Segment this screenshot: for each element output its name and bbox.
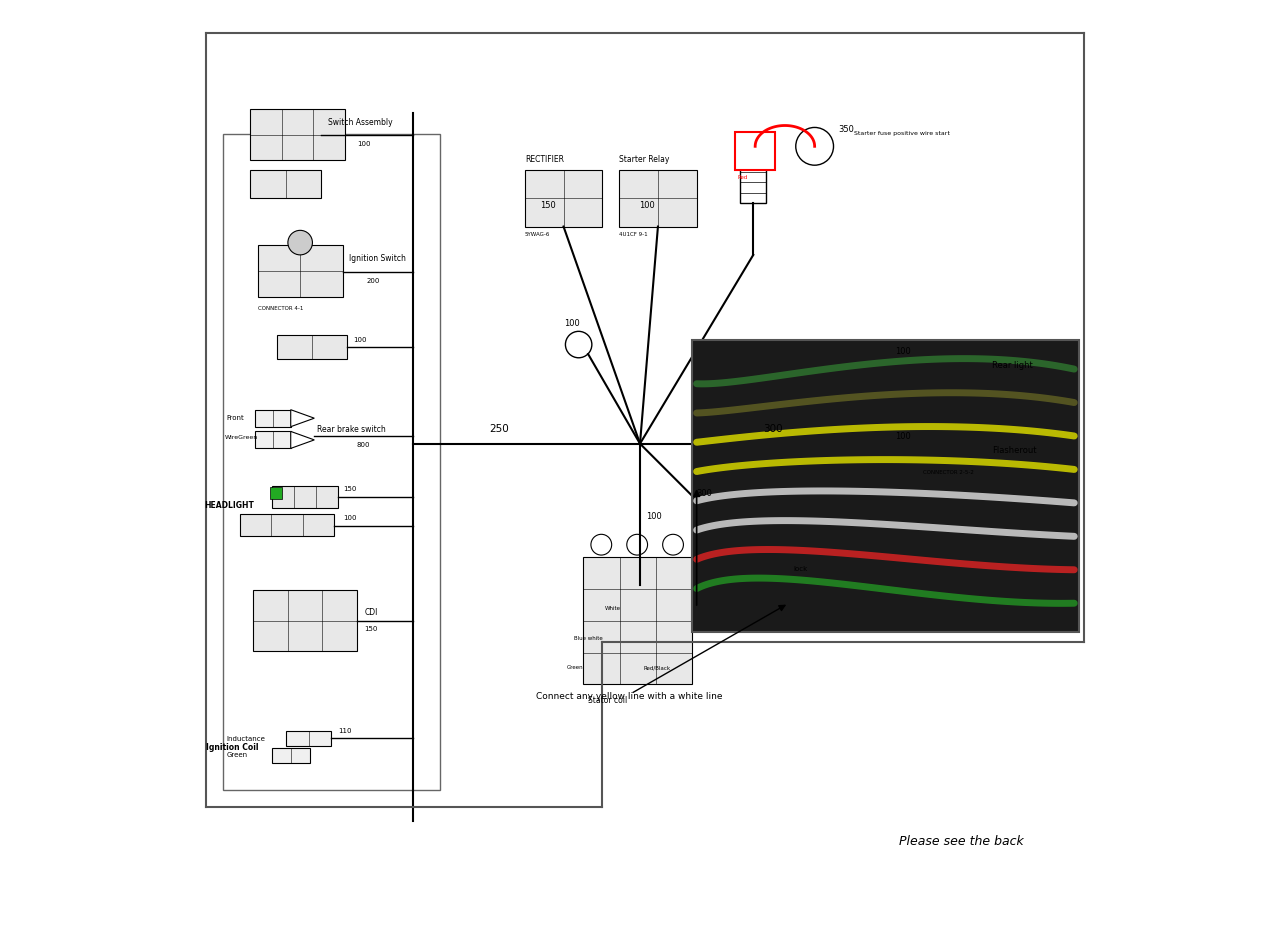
Bar [923,351,987,378]
Text: CDI: CDI [365,609,378,617]
Circle shape [566,331,591,358]
Bar [271,748,310,763]
Text: 150: 150 [343,486,357,492]
Text: Green: Green [227,752,247,758]
Text: Front: Front [227,415,244,421]
Text: Rear brake switch: Rear brake switch [317,426,385,434]
Text: 110: 110 [338,729,352,734]
Text: Stator coil: Stator coil [588,697,627,705]
Text: 350: 350 [838,126,854,134]
Text: 100: 100 [639,201,655,210]
Bar [270,487,282,499]
Text: lock: lock [792,566,808,572]
Text: RECTIFIER: RECTIFIER [525,156,563,164]
Text: 4U1CF 9-1: 4U1CF 9-1 [620,232,648,237]
Circle shape [663,534,684,555]
Bar [253,590,357,651]
Text: 100: 100 [895,347,910,356]
Text: Please see the back: Please see the back [899,834,1023,848]
Text: Ignition Coil: Ignition Coil [206,744,259,752]
Text: Ignition Switch: Ignition Switch [349,255,406,263]
Text: Rear light: Rear light [992,362,1033,370]
Bar [239,514,334,536]
Bar [584,557,692,684]
Text: HEADLIGHT: HEADLIGHT [204,501,253,510]
Text: White: White [605,606,621,612]
Text: WireGreen: WireGreen [225,435,257,440]
Bar [250,109,344,160]
Text: Flasherout: Flasherout [992,447,1037,455]
Bar [250,170,321,198]
Bar [255,431,291,448]
Text: 100: 100 [357,142,370,147]
Circle shape [627,534,648,555]
Bar [271,486,338,508]
Text: 150: 150 [540,201,556,210]
Text: Green: Green [566,666,582,670]
Polygon shape [291,410,315,427]
Text: 250: 250 [489,425,508,434]
Bar [620,170,696,227]
Text: Red: Red [737,176,748,180]
Circle shape [591,534,612,555]
Bar [285,731,332,746]
Circle shape [288,230,312,255]
Bar [923,436,987,463]
Text: CONNECTOR 4-1: CONNECTOR 4-1 [257,306,303,311]
Text: 100: 100 [343,515,357,521]
Text: 800: 800 [357,442,370,447]
Circle shape [796,127,833,165]
Bar [692,340,1079,632]
Text: 200: 200 [366,278,380,284]
Bar [255,410,291,427]
Text: 300: 300 [763,425,782,434]
Bar [749,559,791,578]
Text: 300: 300 [696,489,713,497]
Text: 100: 100 [895,432,910,441]
Text: Inductance: Inductance [227,736,265,742]
Text: Red/Black: Red/Black [643,666,671,670]
Text: Starter Relay: Starter Relay [620,156,669,164]
Text: Switch Assembly: Switch Assembly [329,118,393,126]
Bar [525,170,603,227]
Text: 5YWAG-6: 5YWAG-6 [525,232,550,237]
Bar [223,134,440,790]
Text: 100: 100 [564,319,580,328]
Polygon shape [291,431,315,448]
Bar [257,245,343,297]
Text: 150: 150 [365,626,378,632]
Text: 100: 100 [353,337,366,343]
Text: CONNECTOR 2-5-2: CONNECTOR 2-5-2 [923,470,974,475]
Text: Starter fuse positive wire start: Starter fuse positive wire start [854,131,950,136]
Bar [735,132,774,170]
Bar [740,158,767,203]
Text: Connect any yellow line with a white line: Connect any yellow line with a white lin… [536,692,723,700]
Text: 100: 100 [645,513,662,521]
Bar [276,335,347,359]
Text: Blue white: Blue white [573,636,603,641]
